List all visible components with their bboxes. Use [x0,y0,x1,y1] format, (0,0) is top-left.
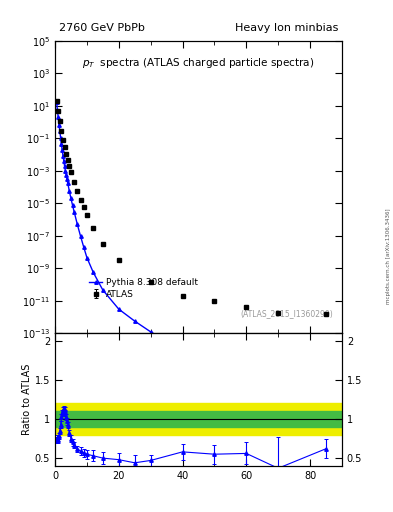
Y-axis label: Ratio to ATLAS: Ratio to ATLAS [22,364,32,435]
Pythia 8.308 default [69,195,73,201]
Pythia 8.308 default [180,348,185,354]
Pythia 8.308 default [75,221,80,227]
Pythia 8.308 default [64,176,69,182]
Pythia 8.308 default [60,147,64,153]
Line: Pythia 8.308 default: Pythia 8.308 default [55,100,328,391]
Pythia 8.308 default [56,114,61,120]
Pythia 8.308 default [116,306,121,312]
Pythia 8.308 default [54,99,59,105]
Pythia 8.308 default [59,141,64,147]
Pythia 8.308 default [67,188,72,195]
Pythia 8.308 default [64,172,68,178]
Pythia 8.308 default [61,153,65,159]
Pythia 8.308 default [58,135,63,141]
Pythia 8.308 default [212,363,217,369]
Pythia 8.308 default [62,163,67,169]
Pythia 8.308 default [132,318,137,324]
Text: (ATLAS_2015_I1360290): (ATLAS_2015_I1360290) [241,310,333,318]
Text: mcplots.cern.ch [arXiv:1306.3436]: mcplots.cern.ch [arXiv:1306.3436] [386,208,391,304]
Text: Heavy Ion minbias: Heavy Ion minbias [235,23,338,33]
Pythia 8.308 default [164,338,169,345]
Legend: Pythia 8.308 default, ATLAS: Pythia 8.308 default, ATLAS [85,274,202,303]
Pythia 8.308 default [57,121,61,127]
Pythia 8.308 default [72,209,77,215]
Pythia 8.308 default [63,168,68,174]
Pythia 8.308 default [276,379,281,386]
Pythia 8.308 default [84,254,89,261]
Pythia 8.308 default [81,244,86,250]
Pythia 8.308 default [70,202,75,208]
Bar [55,411,342,427]
Pythia 8.308 default [78,233,83,239]
Pythia 8.308 default [91,269,95,275]
Pythia 8.308 default [148,329,153,335]
Pythia 8.308 default [57,128,62,134]
Pythia 8.308 default [244,372,249,378]
Pythia 8.308 default [323,386,328,392]
Pythia 8.308 default [55,107,60,113]
Pythia 8.308 default [101,287,105,293]
Pythia 8.308 default [61,158,66,164]
Text: $p_T$  spectra (ATLAS charged particle spectra): $p_T$ spectra (ATLAS charged particle sp… [82,56,315,70]
Pythia 8.308 default [65,180,70,186]
Bar [55,403,342,435]
Text: 2760 GeV PbPb: 2760 GeV PbPb [59,23,145,33]
